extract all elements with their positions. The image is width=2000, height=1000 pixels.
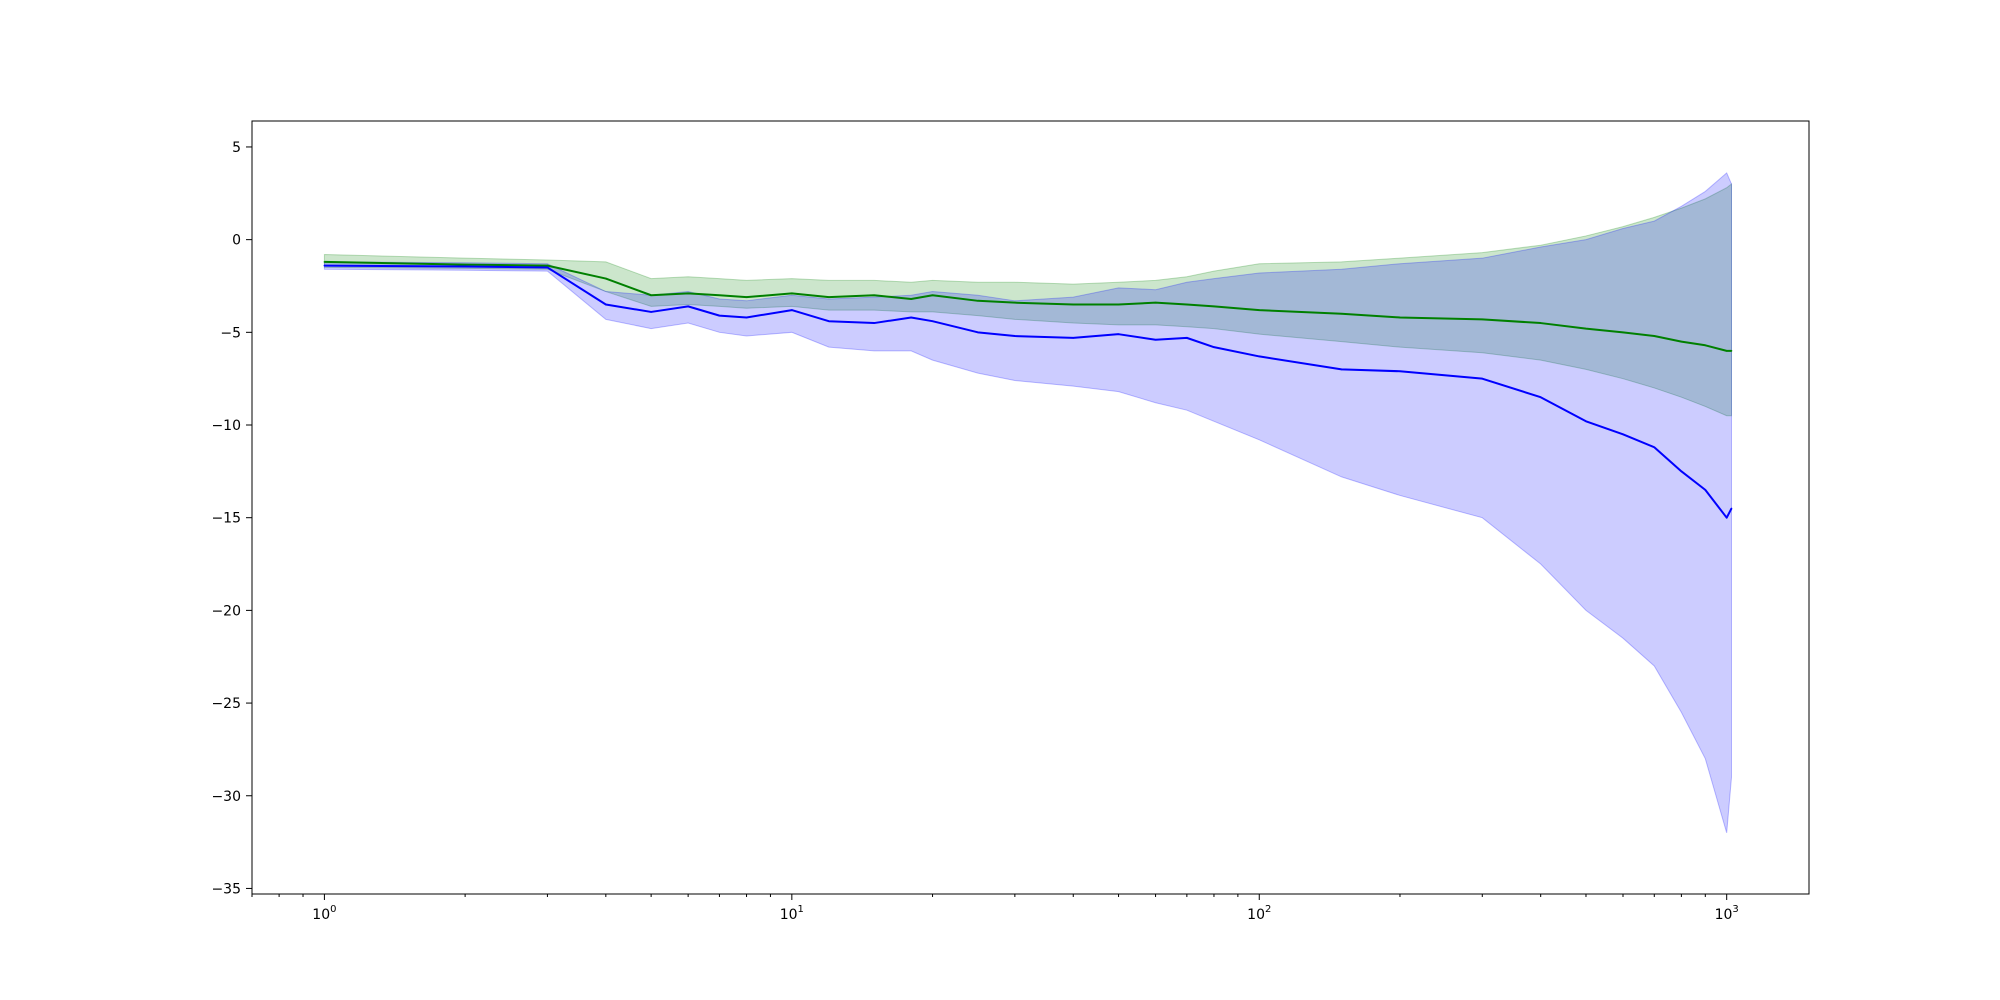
series-2-point — [1154, 338, 1157, 341]
y-tick-label: −35 — [211, 881, 241, 897]
y-tick-label: −25 — [211, 696, 241, 712]
x-tick-label: 102 — [1247, 904, 1271, 923]
series-1-band — [323, 183, 1732, 417]
y-tick-label: −10 — [211, 418, 241, 434]
series-1-point — [1186, 303, 1188, 306]
series-1-point — [323, 261, 326, 263]
series-2-point — [1186, 337, 1188, 339]
series-2-point — [718, 314, 721, 317]
series-2-point — [605, 303, 607, 306]
series-2-point — [977, 331, 979, 334]
series-1-point — [828, 296, 830, 298]
series-1-point — [1680, 340, 1683, 343]
series-2-point — [931, 320, 934, 323]
y-tick-label: −20 — [211, 603, 241, 619]
y-axis: 5 0 −5 −10 −15 −20 −25 −30 −35 — [211, 140, 252, 897]
series-2-point — [1704, 489, 1707, 491]
series-2-point — [1653, 446, 1656, 449]
series-1-point — [1154, 301, 1157, 304]
series-2-point — [1014, 335, 1016, 337]
series-1-point — [1340, 312, 1343, 315]
series-1-point — [1539, 322, 1542, 324]
y-tick-label: 5 — [232, 140, 241, 156]
series-2-point — [1585, 420, 1587, 423]
series-1-point — [745, 296, 748, 298]
series-2-point — [1725, 516, 1728, 519]
series-1-point — [1481, 318, 1484, 321]
series-1-line — [324, 260, 1732, 352]
series-2-point — [464, 265, 466, 268]
series-2-point — [1340, 368, 1343, 371]
series-1-point — [1258, 309, 1261, 311]
series-2-point — [1730, 507, 1733, 510]
series-1-point — [546, 264, 549, 267]
series-1-point — [687, 292, 689, 295]
series-2-point — [791, 309, 793, 311]
x-axis: 100 101 102 103 — [251, 894, 1739, 923]
series-1-point — [1399, 316, 1401, 319]
series-1-point — [1213, 305, 1215, 308]
series-1-point — [873, 294, 875, 297]
series-2-point — [1258, 355, 1261, 358]
series-2-point — [546, 266, 549, 269]
series-2-point — [687, 305, 689, 308]
series-1-point — [1725, 350, 1728, 352]
series-2-point — [1399, 370, 1401, 373]
series-2-point — [1680, 470, 1683, 473]
y-tick-label: 0 — [232, 233, 241, 249]
series-2-point — [1622, 433, 1624, 436]
series-1-point — [718, 294, 721, 297]
series-1-point — [1704, 344, 1707, 347]
series-1-point — [1585, 327, 1587, 330]
series-1-point — [605, 277, 607, 280]
series-2-point — [323, 264, 326, 267]
series-2-point — [1072, 337, 1075, 339]
series-1-point — [1117, 303, 1120, 306]
series-2-point — [828, 320, 830, 323]
x-tick-label: 101 — [780, 904, 804, 923]
series-2-point — [1481, 377, 1484, 380]
x-tick-label: 100 — [312, 904, 336, 923]
y-tick-label: −15 — [211, 511, 241, 527]
confidence-bands — [323, 172, 1732, 833]
series-1-point — [977, 300, 979, 302]
series-2-point — [1539, 396, 1542, 399]
series-2-point — [745, 316, 748, 319]
series-1-point — [650, 294, 652, 297]
series-1-point — [1072, 303, 1075, 306]
series-1-point — [1730, 350, 1733, 352]
series-1-point — [791, 292, 793, 295]
series-2-point — [873, 322, 875, 324]
series-1-point — [1653, 335, 1656, 337]
plot-frame — [251, 120, 1810, 895]
series-1-point — [910, 298, 912, 300]
series-1-point — [931, 294, 934, 297]
series-1-point — [1622, 331, 1624, 334]
y-tick-label: −30 — [211, 789, 241, 805]
x-tick-label: 103 — [1715, 904, 1739, 923]
series-2-point — [650, 311, 652, 313]
series-2-point — [910, 316, 912, 319]
series-2-line — [324, 264, 1733, 519]
series-1-point — [464, 263, 466, 266]
series-lines — [323, 260, 1733, 519]
series-2-point — [1213, 346, 1215, 348]
series-1-point — [1014, 301, 1016, 304]
series-2-point — [1117, 333, 1120, 335]
y-tick-label: −5 — [220, 325, 241, 341]
series-2-band — [323, 172, 1732, 833]
